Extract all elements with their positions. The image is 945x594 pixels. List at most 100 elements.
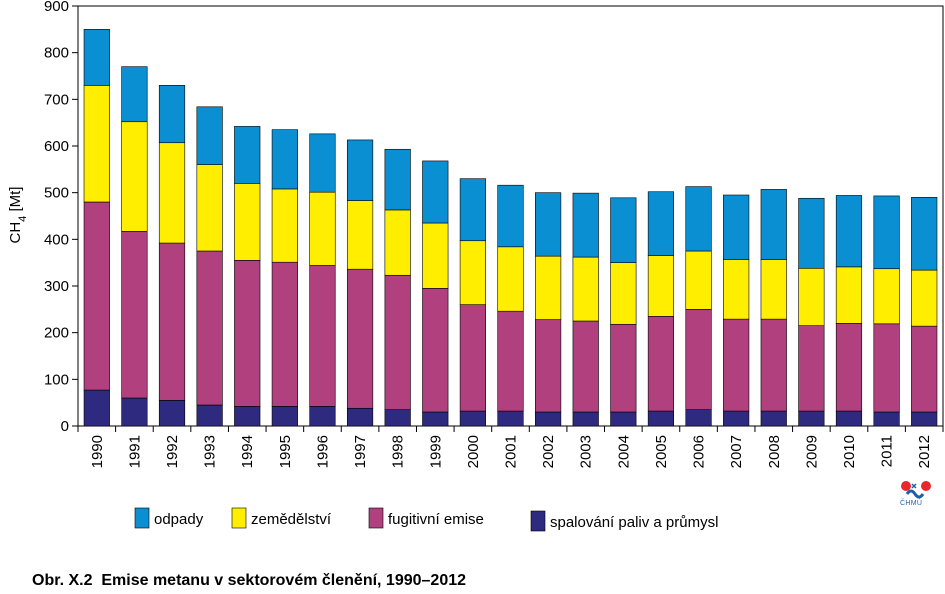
bar-segment [610, 262, 637, 325]
bar-segment [647, 191, 675, 256]
bar-segment [911, 197, 938, 271]
legend: odpady zemědělství fugitivní emise spalován… [134, 507, 718, 532]
bar-segment [497, 246, 524, 312]
y-axis-label-unit: [Mt] [7, 187, 24, 216]
y-axis-label: CH4 [Mt] [7, 187, 29, 244]
bar-segment [835, 195, 863, 268]
bar-segment [497, 310, 524, 412]
y-tick-label: 300 [44, 278, 69, 295]
bar-segment [911, 325, 938, 413]
y-tick-label: 500 [44, 185, 69, 202]
bar-segment [723, 318, 750, 412]
bar-segment [835, 266, 863, 324]
bar-segment [647, 255, 675, 317]
bar-segment [234, 260, 261, 407]
bar-segment [346, 268, 374, 409]
bar-segment [346, 200, 374, 270]
bar-segment [873, 268, 900, 325]
bar-segment [685, 409, 712, 427]
x-tick-label: 1999 [427, 435, 444, 468]
x-tick-label: 2004 [615, 435, 632, 468]
bar-segment [497, 184, 524, 248]
figure-caption: Obr. X.2 Emise metanu v sektorovém členě… [32, 572, 467, 589]
y-tick-label: 800 [44, 45, 69, 62]
bar-segment [196, 106, 223, 165]
bar-segment [422, 160, 449, 224]
legend-swatch [231, 507, 247, 529]
bar-segment [346, 407, 374, 427]
bar-segment [158, 242, 186, 401]
x-tick-label: 1998 [390, 435, 407, 468]
bar-segment [610, 323, 637, 413]
bar-segment [459, 410, 486, 427]
bar-segment [121, 66, 148, 123]
bar-segment [647, 316, 675, 412]
legend-label: zemědělství [251, 511, 332, 528]
y-tick-label: 200 [44, 325, 69, 342]
bar-segment [760, 189, 787, 260]
bar-segment [459, 178, 486, 242]
bar-segment [271, 261, 298, 407]
x-tick-label: 1996 [315, 435, 332, 468]
bar-segment [271, 406, 298, 427]
bar-segment [309, 406, 336, 427]
y-tick-label: 0 [61, 418, 69, 435]
x-tick-label: 2005 [653, 435, 670, 468]
chmu-logo [898, 478, 938, 512]
legend-swatch [134, 507, 150, 529]
bar-segment [121, 397, 148, 427]
bar-segment [723, 410, 750, 427]
bar-segment [196, 250, 223, 406]
x-tick-label: 2000 [465, 435, 482, 468]
bar-segment [422, 288, 449, 413]
bar-segment [911, 411, 938, 427]
bar-segment [760, 259, 787, 320]
bar-segment [234, 183, 261, 261]
bar-segment [121, 231, 148, 399]
legend-label: spalování paliv a průmysl [550, 514, 718, 531]
bar-segment [572, 320, 599, 413]
bar-segment [535, 255, 562, 320]
bar-segment [610, 197, 637, 263]
y-tick-label: 900 [44, 0, 69, 15]
bar-segment [309, 133, 336, 193]
bar-segment [309, 191, 336, 266]
bar-segment [760, 318, 787, 412]
x-tick-label: 1993 [202, 435, 219, 468]
bar-segment [459, 304, 486, 412]
bar-segment [798, 267, 825, 326]
bar-segment [422, 411, 449, 427]
bar-segment [83, 85, 110, 203]
legend-swatch [368, 507, 384, 529]
x-tick-label: 1994 [239, 435, 256, 468]
bar-segment [685, 309, 712, 410]
bar-segment [158, 85, 186, 144]
x-tick-label: 2003 [578, 435, 595, 468]
y-axis-label-main: CH [7, 222, 24, 244]
y-tick-label: 100 [44, 371, 69, 388]
bar-segment [723, 259, 750, 320]
x-tick-label: 1990 [89, 435, 106, 468]
bar-segment [384, 148, 411, 211]
bar-segment [271, 129, 298, 190]
x-axis: 1990 1991 1992 1993 1994 1995 1996 1997 1998 1999… [77, 426, 944, 468]
x-tick-label: 2007 [728, 435, 745, 468]
bar-segment [83, 201, 110, 391]
bar-segment [610, 411, 637, 427]
bar-segment [835, 410, 863, 427]
bar-segment [309, 265, 336, 407]
bar-segment [158, 400, 186, 427]
x-tick-label: 2008 [766, 435, 783, 468]
y-tick-label: 700 [44, 91, 69, 108]
bar-segment [760, 410, 787, 427]
bar-segment [497, 410, 524, 427]
y-axis: 0 100 200 300 400 500 600 700 800 900 [44, 0, 78, 435]
x-tick-label: 2010 [841, 435, 858, 468]
x-tick-label: 2009 [803, 435, 820, 468]
x-tick-label: 2006 [691, 435, 708, 468]
y-tick-label: 400 [44, 231, 69, 248]
legend-swatch [530, 510, 546, 532]
chmu-logo-icon [901, 481, 931, 499]
bar-segment [798, 325, 825, 412]
